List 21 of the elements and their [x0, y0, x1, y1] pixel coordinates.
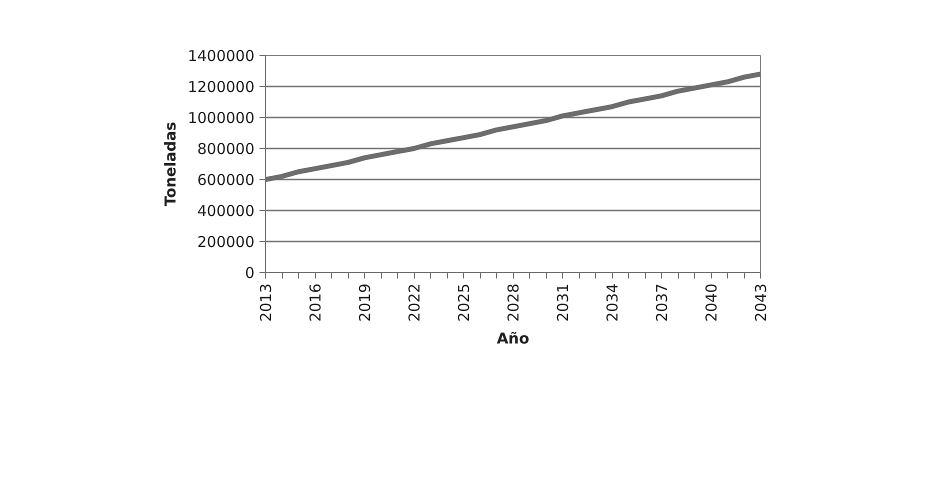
x-tick-label: 2025: [455, 283, 473, 322]
y-tick-label: 1000000: [188, 109, 255, 127]
y-tick-label: 0: [244, 264, 255, 282]
y-tick-label: 600000: [197, 171, 255, 189]
x-tick-label: 2022: [406, 283, 424, 322]
y-tick-label: 400000: [197, 202, 255, 220]
x-tick-label: 2016: [306, 283, 324, 322]
x-tick-label: 2034: [604, 283, 622, 322]
x-tick-label: 2031: [554, 283, 572, 322]
y-tick-label: 800000: [197, 140, 255, 158]
y-tick-label: 1200000: [188, 78, 255, 96]
y-tick-label: 1400000: [188, 47, 255, 65]
x-tick-label: 2028: [504, 283, 522, 322]
y-axis-title: Toneladas: [162, 122, 180, 206]
x-tick-label: 2013: [257, 283, 275, 322]
y-tick-label: 200000: [197, 233, 255, 251]
x-axis-title: Año: [496, 330, 530, 348]
x-tick-label: 2043: [752, 283, 770, 322]
x-tick-label: 2019: [356, 283, 374, 322]
x-tick-label: 2037: [653, 283, 671, 322]
x-tick-label: 2040: [702, 283, 720, 322]
